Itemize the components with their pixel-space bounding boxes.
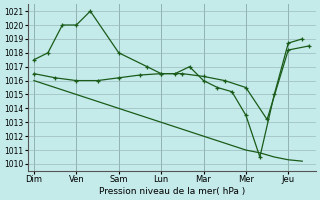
X-axis label: Pression niveau de la mer( hPa ): Pression niveau de la mer( hPa )	[99, 187, 245, 196]
